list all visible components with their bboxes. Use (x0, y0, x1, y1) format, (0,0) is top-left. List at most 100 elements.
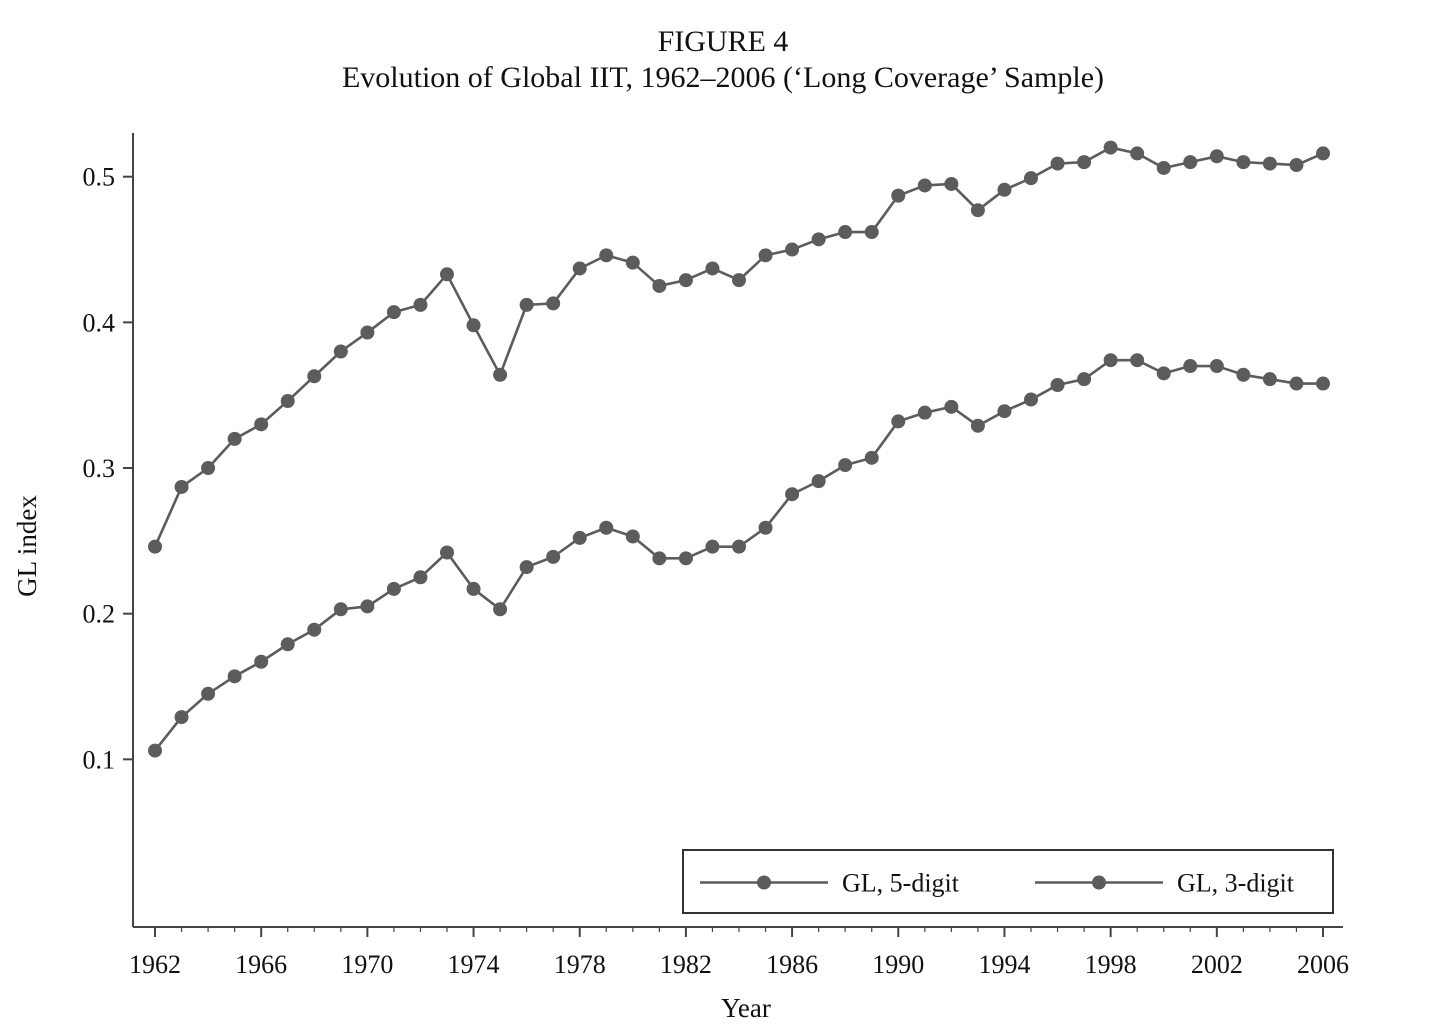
data-point (997, 404, 1012, 419)
data-point (678, 273, 693, 288)
data-point (493, 367, 508, 382)
legend-marker (757, 875, 771, 890)
series-2 (148, 140, 1330, 554)
data-point (227, 669, 242, 684)
data-point (386, 581, 401, 596)
data-point (1183, 155, 1198, 170)
data-point (413, 570, 428, 585)
data-point (944, 176, 959, 191)
data-point (440, 545, 454, 560)
data-point (519, 297, 534, 312)
x-tick-label: 1962 (129, 950, 181, 979)
data-point (254, 654, 269, 669)
data-point (546, 549, 561, 564)
data-point (864, 225, 879, 240)
data-point (572, 530, 587, 545)
data-point (148, 743, 162, 758)
data-point (891, 414, 906, 429)
data-point (732, 539, 746, 554)
data-point (572, 261, 587, 276)
y-axis-title: GL index (12, 495, 42, 597)
data-point (1156, 366, 1171, 381)
data-point (1103, 140, 1118, 155)
data-point (1130, 146, 1145, 161)
data-point (148, 539, 162, 554)
data-point (1316, 146, 1330, 161)
data-point (970, 418, 985, 433)
data-point (705, 261, 720, 276)
data-point (466, 581, 481, 596)
x-tick-label: 1998 (1085, 950, 1137, 979)
data-point (307, 622, 322, 637)
data-point (1316, 376, 1330, 391)
data-point (413, 297, 428, 312)
data-point (758, 248, 773, 263)
data-point (652, 551, 667, 566)
data-point (1024, 392, 1038, 407)
x-tick-label: 2002 (1191, 950, 1243, 979)
data-point (280, 394, 295, 409)
data-point (1209, 149, 1224, 164)
x-tick-label: 1982 (660, 950, 712, 979)
data-point (864, 450, 879, 465)
data-point (333, 344, 348, 359)
x-tick-label: 1974 (448, 950, 500, 979)
data-point (519, 560, 534, 575)
data-point (1130, 353, 1145, 368)
data-point (1103, 353, 1118, 368)
data-point (1024, 171, 1038, 186)
data-point (333, 602, 348, 617)
data-point (1077, 372, 1092, 387)
x-tick-label: 1966 (235, 950, 287, 979)
data-point (386, 305, 401, 320)
data-point (838, 225, 853, 240)
y-tick-label: 0.1 (83, 745, 116, 774)
data-point (1050, 156, 1065, 171)
x-tick-label: 1990 (872, 950, 924, 979)
data-point (917, 405, 932, 420)
data-point (785, 487, 800, 502)
data-point (625, 529, 640, 544)
data-point (174, 479, 189, 494)
y-tick-label: 0.4 (83, 308, 116, 337)
data-point (705, 539, 720, 554)
data-point (997, 182, 1012, 197)
x-axis-title: Year (721, 993, 771, 1023)
data-point (1183, 359, 1198, 374)
data-point (546, 296, 561, 311)
axes: 0.1 0.2 0.3 0.4 0.5 1962 1966 1970 1974 1978 1982 1… (12, 133, 1349, 1023)
data-point (732, 273, 746, 288)
data-point (201, 461, 216, 476)
x-tick-label: 1994 (978, 950, 1030, 979)
data-point (652, 278, 667, 293)
data-point (1262, 372, 1277, 387)
y-tick-label: 0.3 (83, 454, 116, 483)
data-point (466, 318, 481, 333)
legend-label: GL, 5-digit (842, 869, 960, 898)
data-point (1077, 155, 1092, 170)
figure-title: Evolution of Global IIT, 1962–2006 (‘Lon… (341, 61, 1105, 94)
data-point (1289, 158, 1304, 173)
data-point (1156, 160, 1171, 175)
data-point (307, 369, 322, 384)
series-1 (148, 353, 1330, 758)
x-tick-label: 1978 (554, 950, 606, 979)
legend: GL, 5-digit GL, 3-digit (682, 849, 1334, 914)
legend-entry-2: GL, 3-digit (1035, 869, 1295, 898)
x-tick-label: 2006 (1297, 950, 1349, 979)
data-point (970, 203, 985, 218)
data-point (280, 637, 295, 652)
y-tick-label: 0.2 (83, 600, 116, 629)
data-point (811, 232, 826, 247)
data-point (599, 248, 614, 263)
data-point (758, 520, 773, 535)
data-point (360, 325, 375, 340)
data-point (838, 458, 853, 473)
data-point (811, 474, 826, 489)
figure-label: FIGURE 4 (657, 25, 789, 58)
x-tick-label: 1970 (341, 950, 393, 979)
data-point (360, 599, 375, 614)
data-point (1262, 156, 1277, 171)
data-point (254, 417, 269, 432)
